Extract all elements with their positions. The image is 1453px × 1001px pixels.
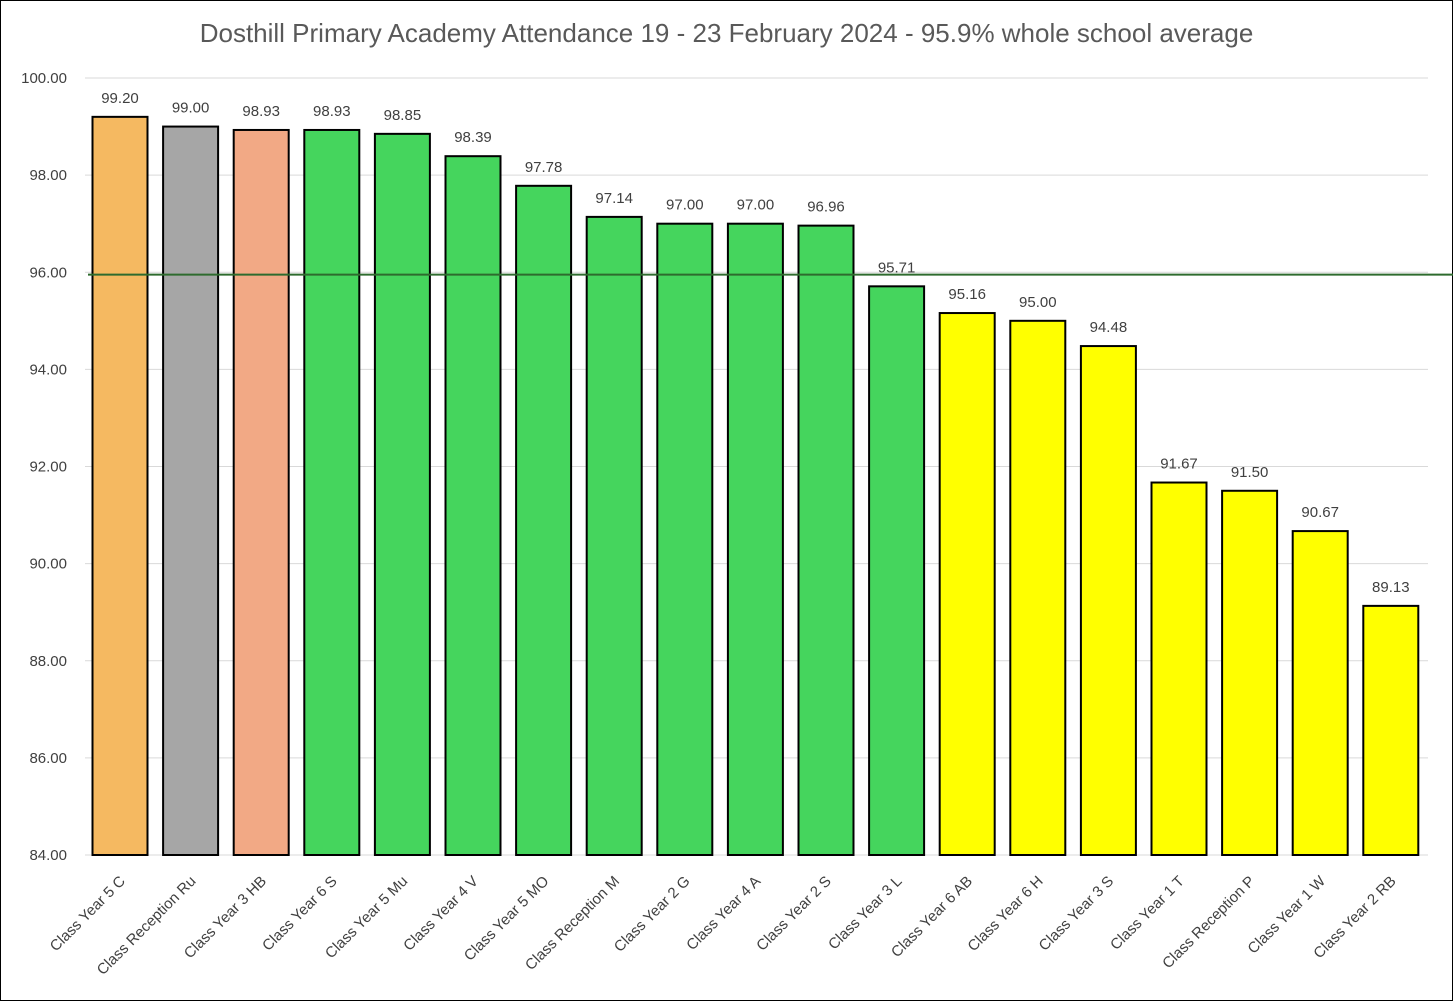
bar	[726, 222, 784, 856]
bar	[797, 224, 855, 856]
bar	[656, 222, 714, 856]
data-label: 98.93	[242, 103, 280, 120]
y-tick-label: 100.00	[21, 70, 67, 87]
bar	[444, 155, 502, 857]
y-tick-label: 84.00	[29, 847, 67, 864]
bar	[1221, 489, 1279, 856]
data-label: 90.67	[1301, 504, 1339, 521]
y-tick-label: 88.00	[29, 653, 67, 670]
chart-title: Dosthill Primary Academy Attendance 19 -…	[199, 18, 1254, 48]
y-tick-label: 96.00	[29, 264, 67, 281]
data-label: 97.00	[737, 197, 775, 214]
data-label: 99.20	[101, 90, 139, 107]
bar	[1009, 319, 1067, 856]
data-label: 89.13	[1372, 579, 1410, 596]
category-label: Class Year 2 S	[753, 873, 835, 955]
data-label: 91.50	[1231, 464, 1269, 481]
data-label: 98.39	[454, 129, 492, 146]
data-label: 95.00	[1019, 294, 1057, 311]
data-label: 97.78	[525, 159, 563, 176]
category-label: Class Year 1 T	[1107, 873, 1188, 954]
y-tick-label: 92.00	[29, 459, 67, 476]
bar	[303, 128, 361, 857]
y-tick-label: 98.00	[29, 167, 67, 184]
bar	[938, 312, 996, 857]
bar	[1150, 481, 1208, 856]
y-axis-ticks: 84.00 86.00 88.00 90.00 92.00 94.00 96.00 98.00…	[21, 70, 67, 864]
data-label: 97.14	[595, 190, 633, 207]
category-label: Class Year 4 A	[683, 873, 764, 954]
bar	[373, 132, 431, 857]
data-label: 98.93	[313, 103, 351, 120]
bar	[1291, 530, 1349, 856]
category-label: Class Year 4 V	[400, 873, 482, 955]
data-label: 91.67	[1160, 456, 1198, 473]
data-label: 96.96	[807, 199, 845, 216]
data-label: 95.71	[878, 259, 916, 276]
data-label: 94.48	[1090, 319, 1128, 336]
bar	[232, 128, 290, 857]
category-label: Class Year 3 S	[1036, 873, 1118, 955]
bar	[515, 184, 573, 856]
data-labels: 99.20 99.00 98.93 98.93 98.85 98.39 97.78 97.14…	[101, 90, 1409, 596]
y-tick-label: 90.00	[29, 556, 67, 573]
bar	[162, 125, 220, 856]
data-label: 97.00	[666, 197, 704, 214]
bar	[868, 285, 926, 856]
bar	[585, 215, 643, 857]
category-label: Class Year 3 L	[825, 873, 905, 953]
y-tick-label: 94.00	[29, 361, 67, 378]
bar	[91, 115, 149, 857]
bars	[91, 115, 1420, 857]
bar	[1362, 604, 1420, 857]
y-tick-label: 86.00	[29, 750, 67, 767]
data-label: 99.00	[172, 100, 210, 117]
bar	[1079, 345, 1137, 856]
category-label: Class Year 6 H	[964, 873, 1046, 955]
data-label: 98.85	[384, 107, 422, 124]
category-label: Class Year 2 G	[611, 873, 694, 956]
data-label: 95.16	[948, 286, 986, 303]
category-label: Class Year 6 S	[259, 873, 341, 955]
